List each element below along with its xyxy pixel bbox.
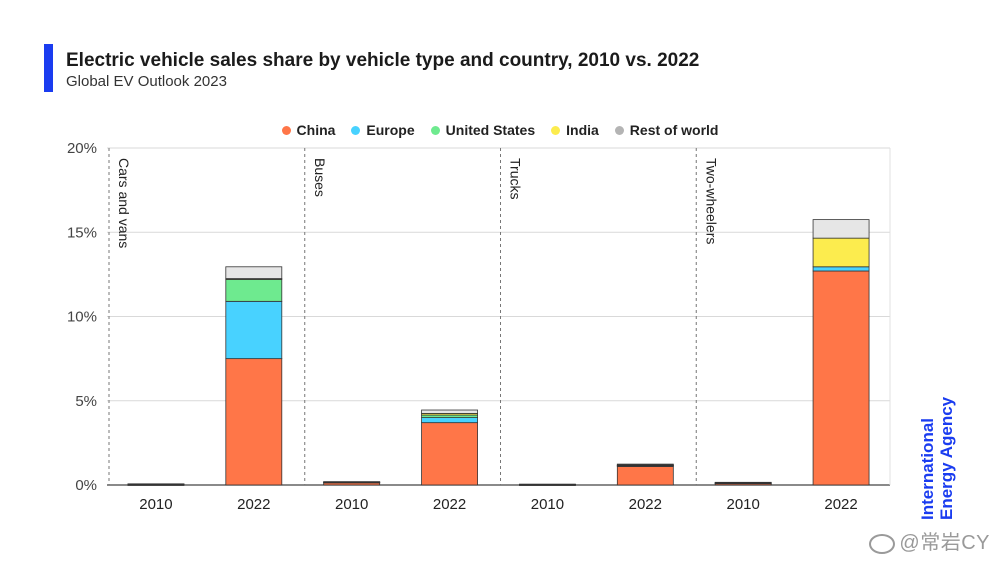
bar-segment-europe: [812, 266, 870, 272]
legend-item: Europe: [351, 122, 415, 138]
y-tick-label: 5%: [75, 393, 97, 410]
x-tick-label: 2022: [237, 496, 270, 513]
legend-dot: [351, 125, 361, 135]
legend-item: India: [551, 122, 599, 138]
brand-line-1: International: [918, 417, 937, 520]
bar-segment-rest-of-world: [421, 409, 478, 414]
bar-segment-rest-of-world: [225, 266, 283, 279]
bar-segment-rest-of-world: [519, 483, 576, 486]
brand-line-2: Energy Agency: [937, 396, 956, 520]
bar-segment-rest-of-world: [616, 463, 674, 466]
weibo-icon: [869, 533, 896, 554]
legend: China Europe United States India Rest of wor…: [0, 122, 1000, 138]
bar-segment-rest-of-world: [714, 481, 772, 484]
bar-segment-united-states: [225, 279, 283, 302]
iea-logo: International Energy Agency: [918, 397, 956, 520]
x-tick-label: 2010: [335, 496, 368, 513]
legend-label: Europe: [366, 122, 415, 138]
legend-item: United States: [430, 122, 536, 138]
legend-dot: [281, 125, 291, 135]
bar-segment-china: [812, 270, 870, 486]
legend-item: Rest of world: [614, 122, 719, 138]
bar-segment-china: [616, 466, 674, 486]
y-tick-label: 10%: [67, 309, 97, 326]
x-tick-label: 2022: [629, 496, 662, 513]
legend-item: China: [281, 122, 336, 138]
group-label: Trucks: [508, 158, 524, 199]
bar-segment-china: [225, 358, 283, 486]
group-label: Cars and vans: [116, 158, 132, 248]
bar-segment-rest-of-world: [127, 483, 185, 486]
watermark-text: @常岩CY: [899, 532, 990, 554]
bar-segment-europe: [225, 300, 283, 360]
x-tick-label: 2022: [433, 496, 466, 513]
bar-segment-india: [812, 237, 870, 268]
y-tick-label: 0%: [75, 477, 97, 494]
x-tick-label: 2010: [139, 496, 172, 513]
x-tick-label: 2010: [531, 496, 564, 513]
legend-dot: [614, 125, 624, 135]
chart-title: Electric vehicle sales share by vehicle …: [66, 50, 700, 71]
group-label: Buses: [312, 158, 328, 197]
y-tick-label: 20%: [67, 140, 97, 157]
legend-dot: [430, 125, 440, 135]
watermark: @常岩CY: [869, 526, 990, 555]
bar-segment-europe: [421, 417, 478, 424]
y-tick-label: 15%: [67, 224, 97, 241]
legend-label: India: [566, 122, 599, 138]
accent-bar: [44, 44, 53, 92]
legend-label: United States: [445, 122, 536, 138]
x-tick-label: 2022: [824, 496, 857, 513]
bar-segment-china: [421, 422, 478, 486]
group-label: Two-wheelers: [703, 158, 719, 244]
bar-segment-rest-of-world: [812, 219, 870, 239]
legend-label: China: [296, 122, 336, 138]
legend-dot: [551, 125, 561, 135]
chart-subtitle: Global EV Outlook 2023: [66, 73, 227, 90]
x-tick-label: 2010: [727, 496, 760, 513]
bar-segment-rest-of-world: [323, 481, 381, 483]
legend-label: Rest of world: [629, 122, 719, 138]
